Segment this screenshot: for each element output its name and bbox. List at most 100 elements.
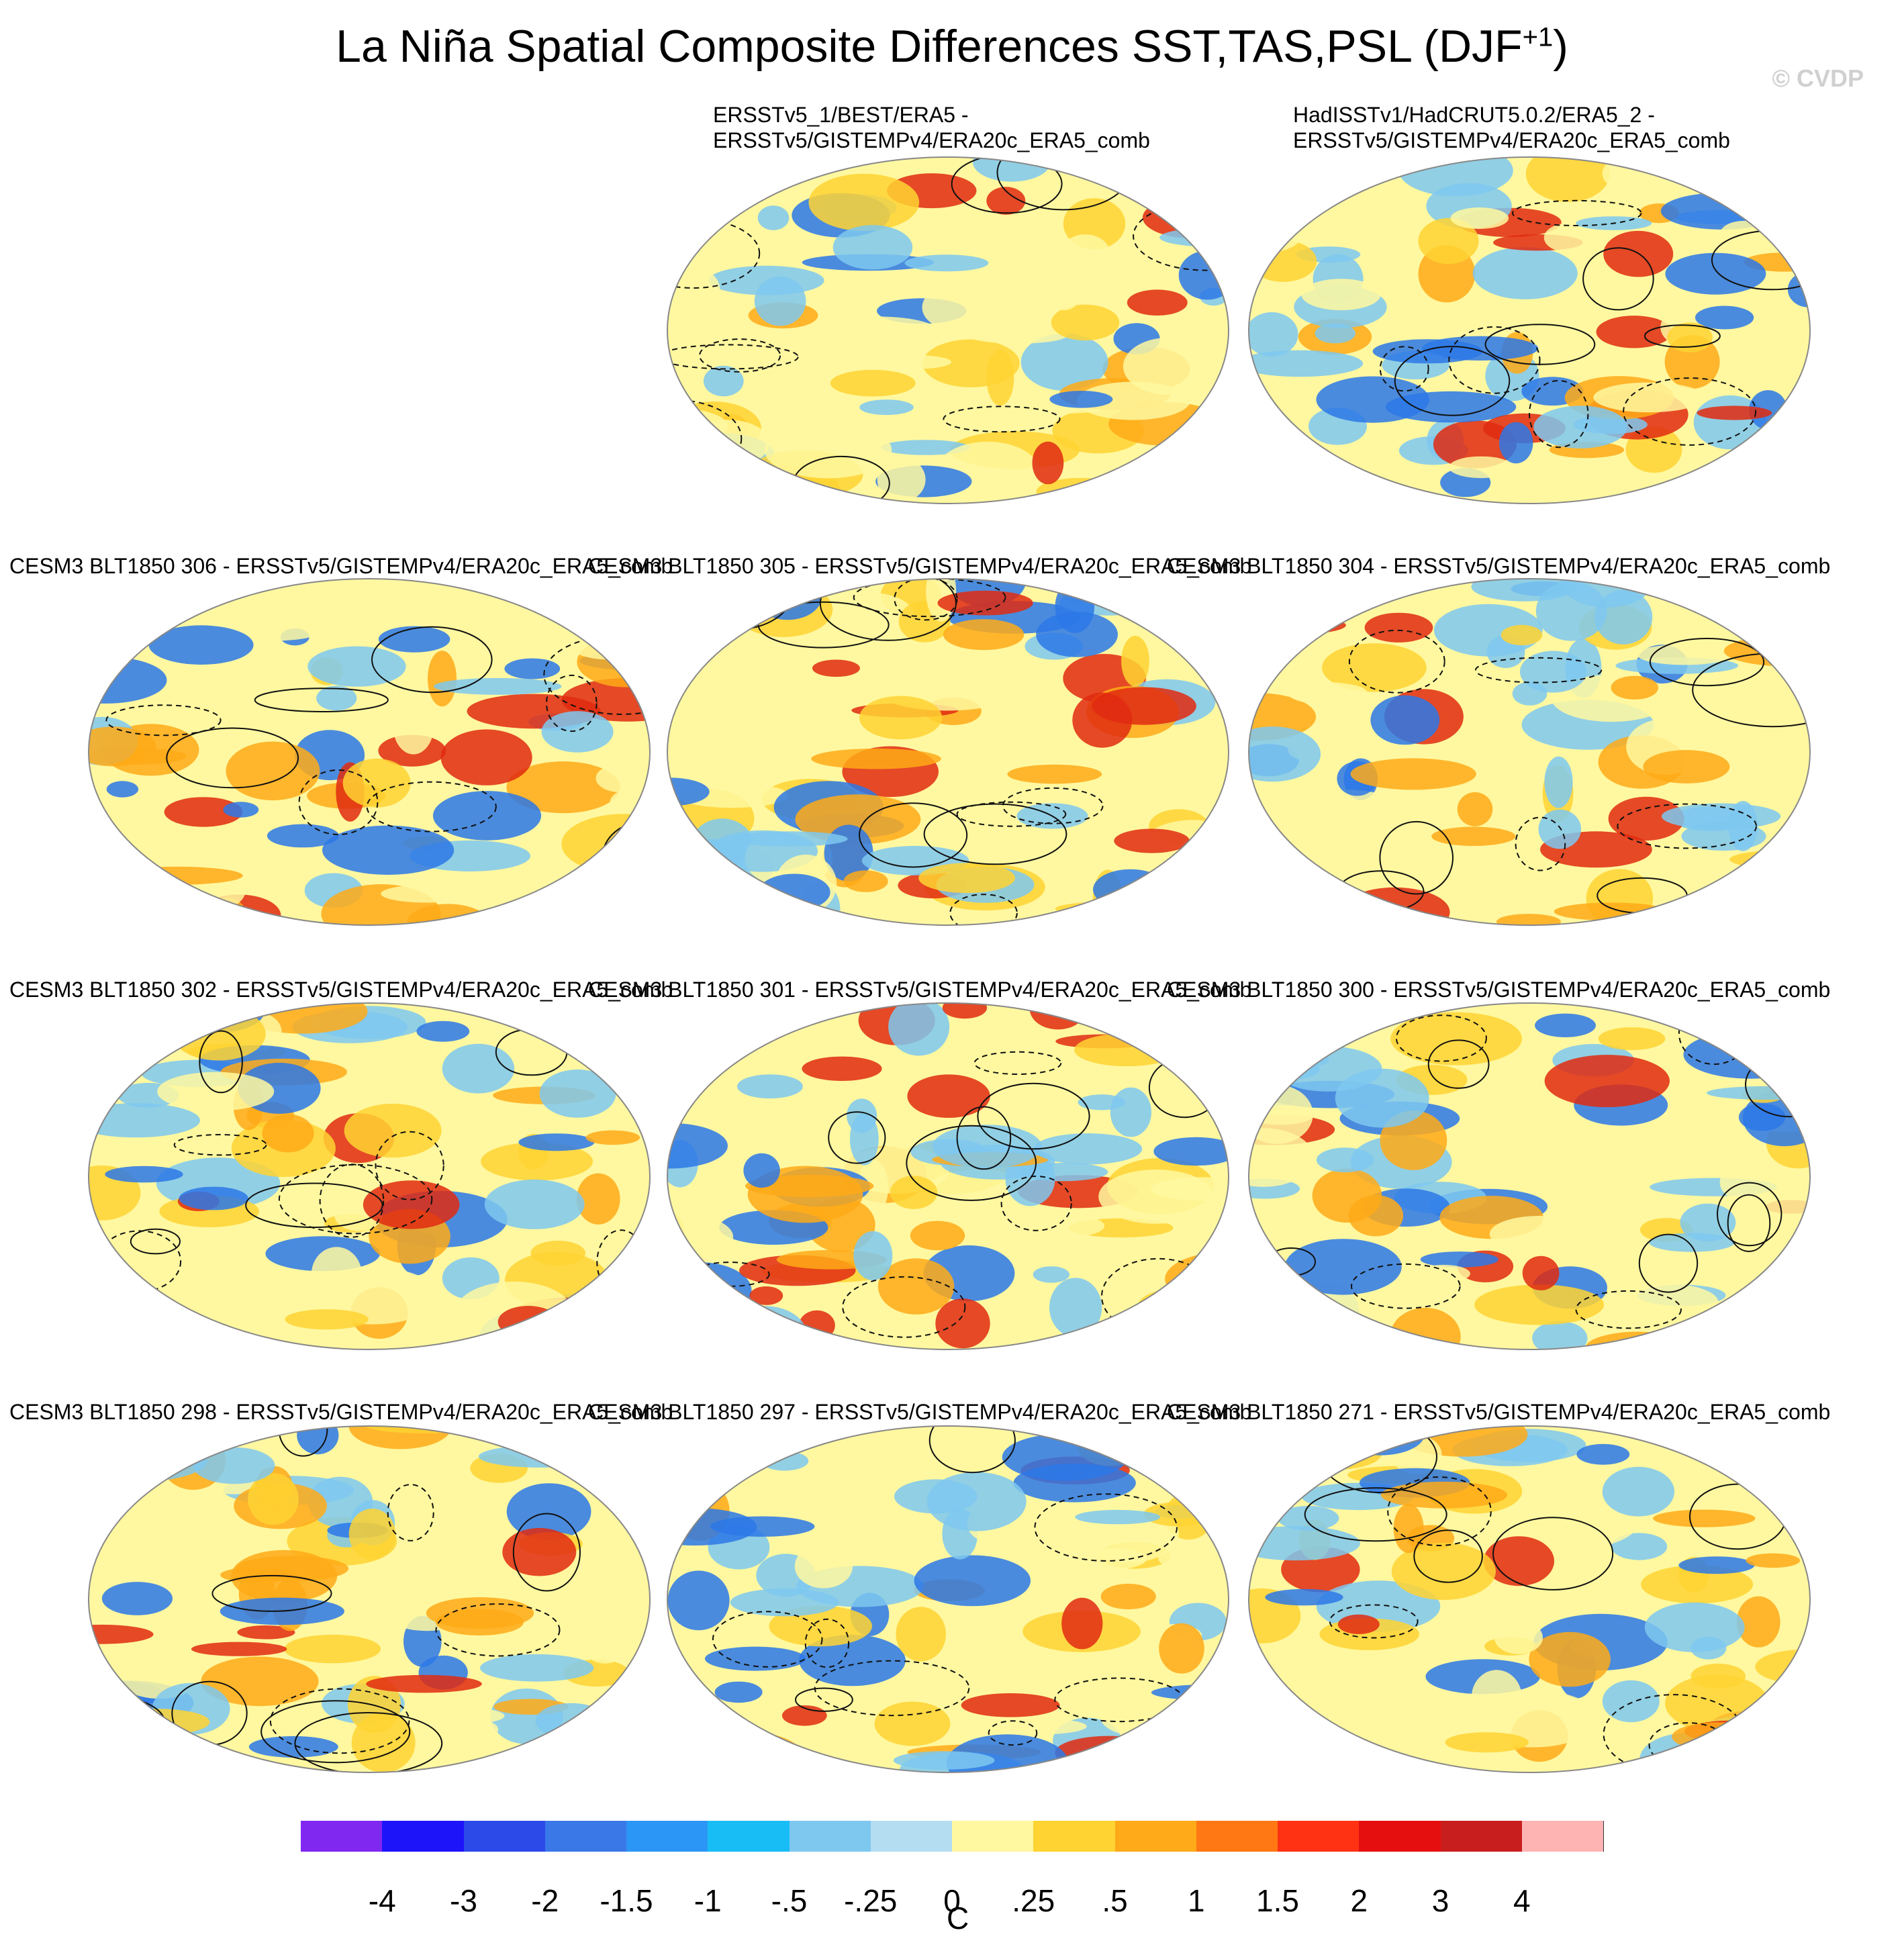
anomaly-patch — [1489, 1216, 1589, 1252]
anomaly-patch — [1390, 1012, 1522, 1065]
anomaly-patch — [89, 1548, 122, 1593]
anomaly-patch — [1449, 456, 1514, 479]
anomaly-patch — [576, 1173, 620, 1225]
anomaly-patch — [129, 894, 171, 908]
anomaly-patch — [1301, 279, 1381, 311]
psl-contour — [1379, 346, 1429, 392]
anomaly-patch — [624, 1279, 650, 1305]
colorbar: -4 -3 -2 -1.5 -1 -.5 -.25 0 .25 .5 1 1.5 2 3 4 — [301, 1821, 1604, 1942]
anomaly-patch — [1660, 192, 1785, 230]
anomaly-patch — [1190, 1753, 1221, 1772]
anomaly-patch — [1049, 391, 1113, 408]
psl-contour — [387, 1484, 434, 1541]
anomaly-patch — [808, 173, 920, 232]
anomaly-patch — [1153, 1137, 1229, 1166]
psl-contour — [795, 1687, 853, 1712]
anomaly-patch — [937, 590, 1033, 616]
anomaly-patch — [1249, 1047, 1282, 1075]
anomaly-patch — [1100, 1583, 1156, 1610]
anomaly-patch — [1251, 391, 1298, 437]
psl-contour — [1635, 1426, 1798, 1437]
psl-contour — [1394, 346, 1511, 416]
anomaly-patch — [1314, 892, 1379, 925]
anomaly-patch — [799, 1634, 906, 1687]
anomaly-patch — [541, 711, 614, 753]
map-panel-m298 — [87, 1425, 651, 1774]
psl-contour — [973, 1051, 1062, 1076]
anomaly-patch — [568, 593, 650, 620]
anomaly-patch — [682, 593, 788, 615]
anomaly-patch — [1288, 682, 1368, 705]
anomaly-patch — [1680, 1203, 1736, 1242]
panel-label-m300: CESM3 BLT1850 300 - ERSSTv5/GISTEMPv4/ER… — [1167, 978, 1831, 1002]
anomaly-patch — [1417, 1264, 1470, 1283]
map-projection — [667, 1425, 1229, 1773]
anomaly-patch — [497, 1306, 559, 1338]
psl-contour — [667, 218, 761, 289]
psl-contour — [1644, 324, 1721, 348]
anomaly-patch — [112, 866, 243, 885]
panel-label-m298: CESM3 BLT1850 298 - ERSSTv5/GISTEMPv4/ER… — [9, 1400, 673, 1424]
anomaly-patch — [1249, 579, 1333, 600]
anomaly-patch — [1316, 376, 1429, 423]
anomaly-patch — [704, 1646, 806, 1671]
anomaly-patch — [1418, 218, 1479, 265]
psl-contour — [712, 1611, 823, 1668]
anomaly-patch — [1644, 1602, 1745, 1652]
anomaly-patch — [1775, 589, 1810, 604]
map-panel-m301 — [666, 1002, 1230, 1351]
map-projection — [667, 156, 1229, 504]
anomaly-patch — [961, 1693, 1060, 1717]
anomaly-patch — [297, 1426, 339, 1455]
anomaly-patch — [1051, 304, 1120, 341]
anomaly-patch — [285, 1309, 369, 1330]
psl-contour — [1002, 787, 1104, 824]
anomaly-patch — [679, 902, 757, 925]
anomaly-patch — [248, 1736, 338, 1758]
anomaly-patch — [1721, 1426, 1810, 1467]
anomaly-patch — [1061, 1597, 1103, 1650]
colorbar-swatch — [1440, 1821, 1523, 1852]
anomaly-patch — [561, 1003, 650, 1044]
map-outline — [667, 1002, 1229, 1350]
psl-contour — [951, 157, 1063, 214]
anomaly-patch — [1641, 1565, 1754, 1604]
anomaly-patch — [1636, 644, 1733, 665]
psl-contour — [512, 1513, 581, 1592]
anomaly-patch — [124, 1723, 166, 1744]
anomaly-patch — [859, 399, 914, 416]
psl-contour — [1034, 1493, 1178, 1562]
anomaly-patch — [1678, 1556, 1755, 1574]
anomaly-patch — [117, 579, 173, 598]
anomaly-patch — [1138, 1288, 1229, 1324]
anomaly-patch — [1695, 305, 1754, 330]
anomaly-patch — [1501, 624, 1543, 646]
anomaly-patch — [393, 697, 434, 755]
anomaly-patch — [893, 1751, 995, 1770]
panel-label-m306: CESM3 BLT1850 306 - ERSSTv5/GISTEMPv4/ER… — [9, 554, 673, 578]
anomaly-patch — [366, 1674, 482, 1693]
map-outline — [1248, 156, 1811, 504]
psl-contour — [298, 769, 379, 835]
panel-label-m301: CESM3 BLT1850 301 - ERSSTv5/GISTEMPv4/ER… — [588, 978, 1252, 1002]
anomaly-patch — [1602, 1680, 1660, 1723]
anomaly-patch — [943, 619, 1025, 651]
colorbar-swatch — [626, 1821, 709, 1852]
anomaly-patch — [555, 579, 650, 622]
map-projection — [88, 578, 651, 926]
anomaly-patch — [1746, 594, 1810, 650]
anomaly-patch — [1653, 1509, 1756, 1527]
map-outline — [667, 1425, 1229, 1773]
anomaly-patch — [489, 1003, 624, 1009]
colorbar-tick-label: 1 — [1187, 1883, 1205, 1918]
map-panel-m271 — [1247, 1425, 1811, 1774]
anomaly-patch — [1123, 337, 1215, 395]
psl-contour — [949, 894, 1018, 925]
psl-contour — [435, 1603, 561, 1657]
map-panel-m305 — [666, 577, 1230, 927]
anomaly-patch — [802, 1056, 882, 1081]
anomaly-patch — [1431, 826, 1516, 846]
map-outline — [1248, 1002, 1811, 1350]
anomaly-patch — [1611, 675, 1658, 700]
anomaly-patch — [1255, 1713, 1323, 1761]
